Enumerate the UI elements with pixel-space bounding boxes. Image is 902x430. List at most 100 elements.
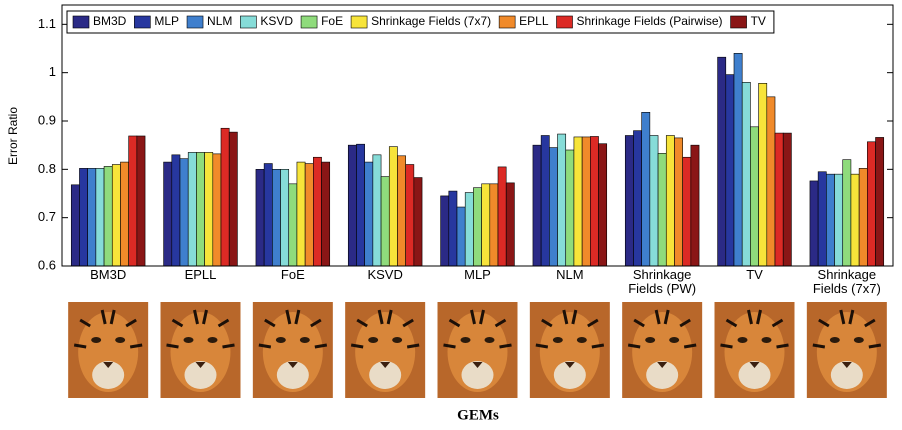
bar [180,159,188,266]
thumbnail-part [184,337,194,343]
legend-label: EPLL [519,14,549,28]
y-tick-label: 0.9 [38,112,56,127]
bar [625,136,633,267]
thumbnail [622,302,702,398]
bar [683,157,691,266]
bar [449,191,457,266]
bar [867,142,875,266]
bar [188,152,196,266]
thumbnail-part [669,337,679,343]
bar [490,184,498,266]
y-tick-label: 1 [49,64,56,79]
thumbnail [68,302,148,398]
legend-swatch [187,16,203,28]
bar [129,136,137,266]
bar [137,136,145,266]
y-tick-label: 0.8 [38,161,56,176]
bar [566,150,574,266]
legend-label: KSVD [260,14,293,28]
thumbnail [807,302,887,398]
bar [558,134,566,266]
x-tick-label: MLP [433,268,523,282]
legend-swatch [351,16,367,28]
bar [674,138,682,266]
x-tick-label: BM3D [63,268,153,282]
thumbnail-part [208,337,218,343]
bar [381,177,389,266]
thumbnail-part [485,337,495,343]
bar [541,136,549,267]
bar [112,165,120,267]
y-tick-label: 1.1 [38,16,56,31]
bar [859,168,867,266]
bar [726,75,734,266]
bar [843,160,851,266]
x-tick-label: Shrinkage Fields (7x7) [802,268,892,296]
legend-label: Shrinkage Fields (Pairwise) [577,14,723,28]
bar [876,137,884,266]
bar [582,137,590,266]
thumbnail-part [115,337,125,343]
bar [718,57,726,266]
bar [264,164,272,266]
bar [658,153,666,266]
bar [465,193,473,266]
bar [441,196,449,266]
legend-label: Shrinkage Fields (7x7) [371,14,491,28]
thumbnail-part [368,337,378,343]
bar [835,174,843,266]
legend-swatch [73,16,89,28]
bar [164,162,172,266]
bar [397,156,405,266]
legend-swatch [557,16,573,28]
legend-label: TV [751,14,766,28]
bar [574,137,582,266]
bar [533,145,541,266]
x-tick-label: NLM [525,268,615,282]
bar [389,147,397,266]
bar [414,178,422,266]
thumbnail-part [577,337,587,343]
thumbnail-part [854,337,864,343]
thumbnail-part [276,337,286,343]
bar [549,148,557,266]
chart: Error Ratio GEMs 0.60.70.80.911.1BM3DMLP… [0,0,902,430]
bar [650,136,658,267]
page: Error Ratio GEMs 0.60.70.80.911.1BM3DMLP… [0,0,902,430]
bar [205,152,213,266]
legend-label: BM3D [93,14,127,28]
y-axis-label: Error Ratio [6,107,20,165]
thumbnail-part [553,337,563,343]
bar [373,155,381,266]
bar [213,154,221,266]
thumbnail-part [738,337,748,343]
bar [256,169,264,266]
bar [104,166,112,266]
bar [498,167,506,266]
legend-swatch [731,16,747,28]
bar [272,169,280,266]
bar [457,207,465,266]
bar [221,128,229,266]
bar [759,83,767,266]
bar [810,181,818,266]
thumbnail [161,302,241,398]
thumbnail-part [300,337,310,343]
bar [71,185,79,266]
legend-swatch [134,16,150,28]
bar [599,144,607,266]
bar [96,168,104,266]
thumbnail-part [461,337,471,343]
thumbnail [253,302,333,398]
bar [506,183,514,266]
bar [229,132,237,266]
legend-label: FoE [321,14,343,28]
bar [691,145,699,266]
x-tick-label: EPLL [156,268,246,282]
y-tick-label: 0.6 [38,257,56,272]
bar [473,188,481,266]
bar [666,136,674,267]
x-tick-label: KSVD [340,268,430,282]
bar [750,127,758,266]
thumbnail-part [392,337,402,343]
